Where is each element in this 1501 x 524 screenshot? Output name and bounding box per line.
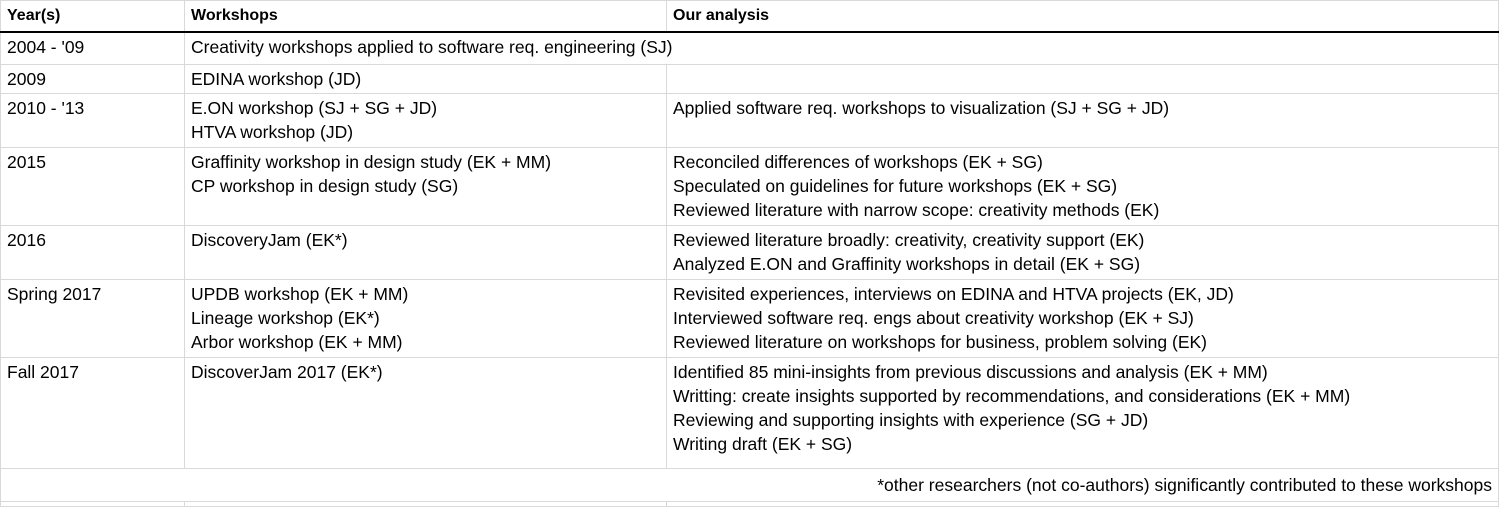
analysis-item: Identified 85 mini-insights from previou… — [673, 362, 1268, 382]
year-cell: Spring 2017 — [0, 279, 185, 358]
year-cell: 2015 — [0, 147, 185, 226]
spanning-workshop-cell: Creativity workshops applied to software… — [184, 31, 1499, 65]
workshops-cell: UPDB workshop (EK + MM) Lineage workshop… — [184, 279, 667, 358]
workshops-cell: Graffinity workshop in design study (EK … — [184, 147, 667, 226]
year-cell: 2010 - '13 — [0, 93, 185, 148]
table-row: 2004 - '09 Creativity workshops applied … — [0, 31, 1499, 65]
analysis-item: Reviewed literature with narrow scope: c… — [673, 200, 1160, 220]
analysis-cell: Reconciled differences of workshops (EK … — [666, 147, 1499, 226]
table-row: Spring 2017 UPDB workshop (EK + MM) Line… — [0, 279, 1499, 358]
workshops-cell: E.ON workshop (SJ + SG + JD) HTVA worksh… — [184, 93, 667, 148]
header-analysis: Our analysis — [666, 0, 1499, 33]
analysis-cell — [666, 64, 1499, 94]
table-row: 2015 Graffinity workshop in design study… — [0, 147, 1499, 226]
footnote-row: *other researchers (not co-authors) sign… — [0, 468, 1499, 502]
analysis-item: Reviewed literature broadly: creativity,… — [673, 230, 1145, 250]
year-cell: 2004 - '09 — [0, 31, 185, 65]
table-row: 2009 EDINA workshop (JD) — [0, 64, 1499, 94]
analysis-item: Speculated on guidelines for future work… — [673, 176, 1118, 196]
workshop-item: HTVA workshop (JD) — [191, 122, 354, 142]
workshop-item: DiscoveryJam (EK*) — [191, 230, 348, 250]
workshop-item: DiscoverJam 2017 (EK*) — [191, 362, 383, 382]
workshop-item: Graffinity workshop in design study (EK … — [191, 152, 552, 172]
analysis-item: Reviewing and supporting insights with e… — [673, 410, 1149, 430]
empty-cell — [184, 501, 667, 507]
analysis-item: Reviewed literature on workshops for bus… — [673, 332, 1207, 352]
workshops-cell: EDINA workshop (JD) — [184, 64, 667, 94]
header-workshops: Workshops — [184, 0, 667, 33]
analysis-item: Interviewed software req. engs about cre… — [673, 308, 1194, 328]
workshop-timeline-table: Year(s) Workshops Our analysis 2004 - '0… — [0, 0, 1499, 507]
year-cell: 2009 — [0, 64, 185, 94]
analysis-cell: Identified 85 mini-insights from previou… — [666, 357, 1499, 469]
workshop-item: Arbor workshop (EK + MM) — [191, 332, 403, 352]
year-cell: Fall 2017 — [0, 357, 185, 469]
header-years: Year(s) — [0, 0, 185, 33]
analysis-item: Analyzed E.ON and Graffinity workshops i… — [673, 254, 1141, 274]
year-cell: 2016 — [0, 225, 185, 280]
workshop-item: EDINA workshop (JD) — [191, 69, 362, 89]
workshop-item: E.ON workshop (SJ + SG + JD) — [191, 98, 438, 118]
footnote: *other researchers (not co-authors) sign… — [0, 468, 1499, 502]
analysis-item: Reconciled differences of workshops (EK … — [673, 152, 1043, 172]
analysis-cell: Revisited experiences, interviews on EDI… — [666, 279, 1499, 358]
table-header-row: Year(s) Workshops Our analysis — [0, 0, 1499, 33]
analysis-cell: Applied software req. workshops to visua… — [666, 93, 1499, 148]
analysis-item: Writing draft (EK + SG) — [673, 434, 853, 454]
empty-row — [0, 501, 1499, 507]
table-row: Fall 2017 DiscoverJam 2017 (EK*) Identif… — [0, 357, 1499, 469]
analysis-item: Writting: create insights supported by r… — [673, 386, 1351, 406]
workshop-item: UPDB workshop (EK + MM) — [191, 284, 409, 304]
workshop-item: CP workshop in design study (SG) — [191, 176, 459, 196]
workshops-cell: DiscoverJam 2017 (EK*) — [184, 357, 667, 469]
workshops-cell: DiscoveryJam (EK*) — [184, 225, 667, 280]
analysis-item: Applied software req. workshops to visua… — [673, 98, 1170, 118]
analysis-cell: Reviewed literature broadly: creativity,… — [666, 225, 1499, 280]
empty-cell — [0, 501, 185, 507]
workshop-item: Lineage workshop (EK*) — [191, 308, 380, 328]
analysis-item: Revisited experiences, interviews on EDI… — [673, 284, 1234, 304]
table-row: 2016 DiscoveryJam (EK*) Reviewed literat… — [0, 225, 1499, 280]
table-row: 2010 - '13 E.ON workshop (SJ + SG + JD) … — [0, 93, 1499, 148]
empty-cell — [666, 501, 1499, 507]
